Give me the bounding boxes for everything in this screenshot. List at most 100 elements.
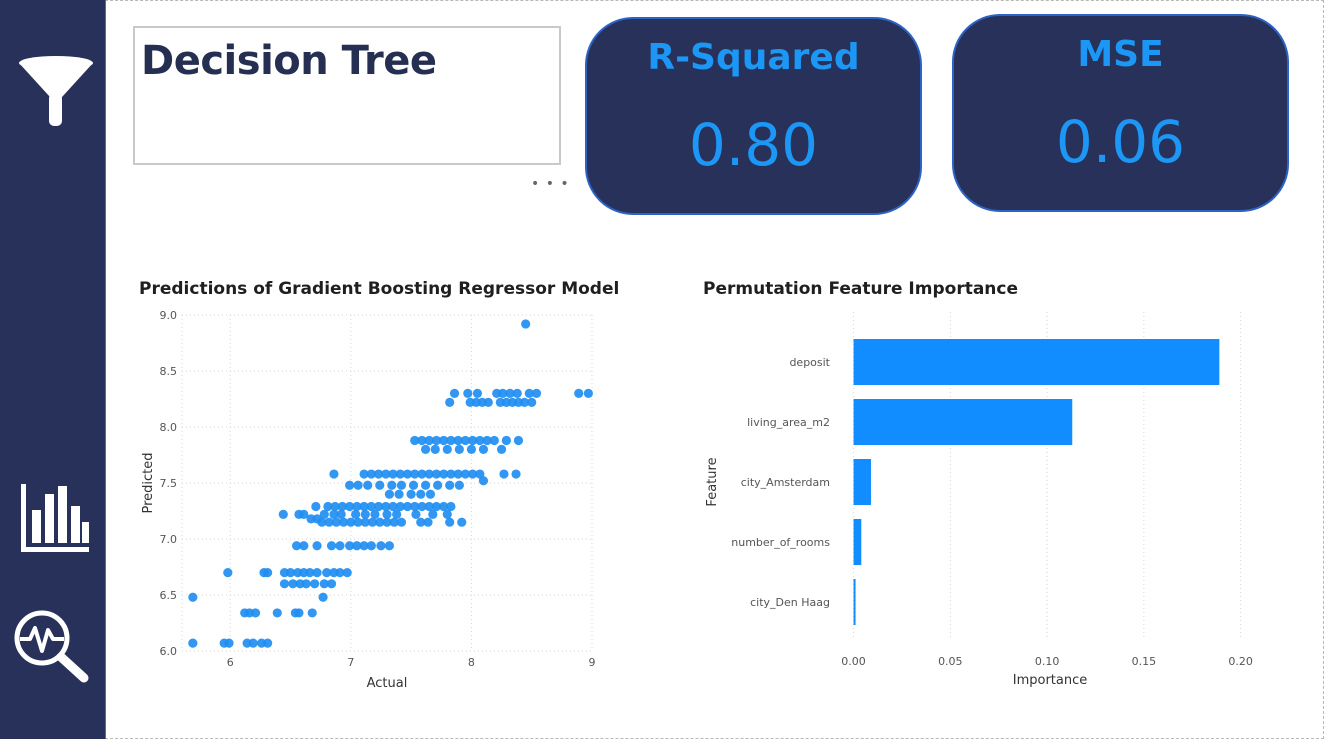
- scatter-point: [272, 608, 282, 618]
- scatter-point: [326, 541, 337, 551]
- scatter-point: [445, 517, 455, 527]
- scatter-point: [366, 541, 376, 551]
- scatter-x-axis-label: Actual: [367, 676, 408, 691]
- scatter-y-tick-label: 8.0: [160, 421, 178, 434]
- scatter-point: [388, 501, 398, 512]
- scatter-x-tick-label: 9: [589, 656, 596, 669]
- scatter-point: [408, 480, 419, 490]
- scatter-point: [338, 517, 349, 527]
- scatter-point: [335, 541, 345, 551]
- scatter-point: [463, 388, 473, 398]
- scatter-point: [420, 480, 431, 490]
- scatter-point: [359, 541, 369, 551]
- scatter-point: [337, 501, 347, 512]
- scatter-point: [439, 435, 449, 446]
- scatter-point: [301, 579, 311, 589]
- scatter-point: [420, 444, 431, 454]
- bar-x-tick-label: 0.15: [1132, 655, 1157, 668]
- scatter-point: [410, 469, 420, 479]
- mse-label: MSE: [1077, 34, 1164, 75]
- scatter-point: [352, 501, 362, 512]
- scatter-point: [431, 469, 442, 479]
- scatter-point: [299, 541, 309, 551]
- scatter-point: [352, 541, 362, 551]
- scatter-point: [445, 480, 455, 490]
- scatter-point: [446, 435, 456, 446]
- scatter-point: [417, 435, 427, 446]
- scatter-point: [367, 517, 378, 527]
- feature-label: city_Den Haag: [750, 596, 830, 609]
- scatter-point: [498, 388, 508, 398]
- scatter-point: [424, 501, 434, 512]
- scatter-point: [394, 489, 404, 499]
- scatter-point: [382, 509, 392, 519]
- scatter-point: [381, 469, 391, 479]
- scatter-point: [373, 501, 384, 512]
- scatter-point: [466, 444, 477, 454]
- scatter-point: [330, 501, 340, 512]
- scatter-point: [366, 469, 376, 479]
- scatter-point: [524, 388, 534, 398]
- mse-value: 0.06: [1055, 108, 1186, 176]
- scatter-point: [446, 469, 456, 479]
- scatter-point: [513, 435, 524, 446]
- scatter-point: [388, 469, 398, 479]
- scatter-point: [574, 388, 584, 398]
- scatter-point: [478, 444, 489, 454]
- scatter-point: [311, 501, 321, 512]
- scatter-point: [416, 517, 426, 527]
- filter-icon[interactable]: [18, 55, 94, 127]
- scatter-point: [446, 501, 456, 512]
- scatter-point: [188, 638, 198, 648]
- scatter-point: [454, 444, 464, 454]
- scatter-point: [285, 568, 296, 578]
- scatter-point: [310, 579, 320, 589]
- scatter-point: [376, 541, 386, 551]
- scatter-point: [482, 435, 492, 446]
- scatter-point: [531, 388, 542, 398]
- scatter-point: [359, 501, 369, 512]
- scatter-point: [402, 501, 413, 512]
- scatter-point: [370, 509, 380, 519]
- scatter-chart: 6.0 6.5 7.0 7.5 8.0 8.5 9.0 6 7 8 9 Actual Predicted: [141, 309, 596, 691]
- bar-chart-icon[interactable]: [20, 484, 90, 554]
- scatter-point: [319, 579, 329, 589]
- scatter-point: [291, 541, 302, 551]
- scatter-point: [345, 541, 355, 551]
- scatter-y-tick-label: 7.5: [160, 477, 178, 490]
- scatter-point: [505, 388, 515, 398]
- scatter-y-tick-label: 7.0: [160, 533, 178, 546]
- scatter-point: [381, 501, 391, 512]
- scatter-point: [519, 397, 530, 407]
- scatter-point: [460, 435, 470, 446]
- scatter-point: [453, 469, 463, 479]
- scatter-chart-title: Predictions of Gradient Boosting Regress…: [139, 279, 620, 299]
- report-title-card: Decision Tree: [133, 26, 561, 165]
- scatter-point: [417, 501, 427, 512]
- sidebar: [0, 0, 106, 739]
- scatter-point: [425, 489, 436, 499]
- search-analytics-icon[interactable]: [12, 608, 92, 684]
- scatter-point: [457, 517, 467, 527]
- bar-y-axis-label: Feature: [705, 457, 720, 506]
- scatter-point: [395, 501, 405, 512]
- r-squared-value: 0.80: [688, 111, 819, 179]
- feature-label: living_area_m2: [747, 416, 830, 429]
- scatter-point: [318, 592, 328, 602]
- scatter-point: [410, 501, 420, 512]
- feature-label: number_of_rooms: [731, 536, 830, 549]
- scatter-point: [263, 638, 273, 648]
- bar-x-tick-label: 0.20: [1228, 655, 1253, 668]
- more-options-icon[interactable]: • • •: [531, 176, 570, 192]
- importance-bar: [853, 579, 856, 625]
- scatter-point: [188, 592, 198, 602]
- bar-chart-title: Permutation Feature Importance: [703, 279, 1019, 299]
- scatter-point: [335, 568, 345, 578]
- scatter-x-tick-label: 6: [227, 656, 234, 669]
- scatter-point: [263, 568, 273, 578]
- scatter-point: [360, 517, 370, 527]
- scatter-point: [384, 489, 395, 499]
- scatter-point: [449, 388, 460, 398]
- scatter-point: [454, 480, 464, 490]
- mse-card: MSE 0.06: [952, 14, 1289, 212]
